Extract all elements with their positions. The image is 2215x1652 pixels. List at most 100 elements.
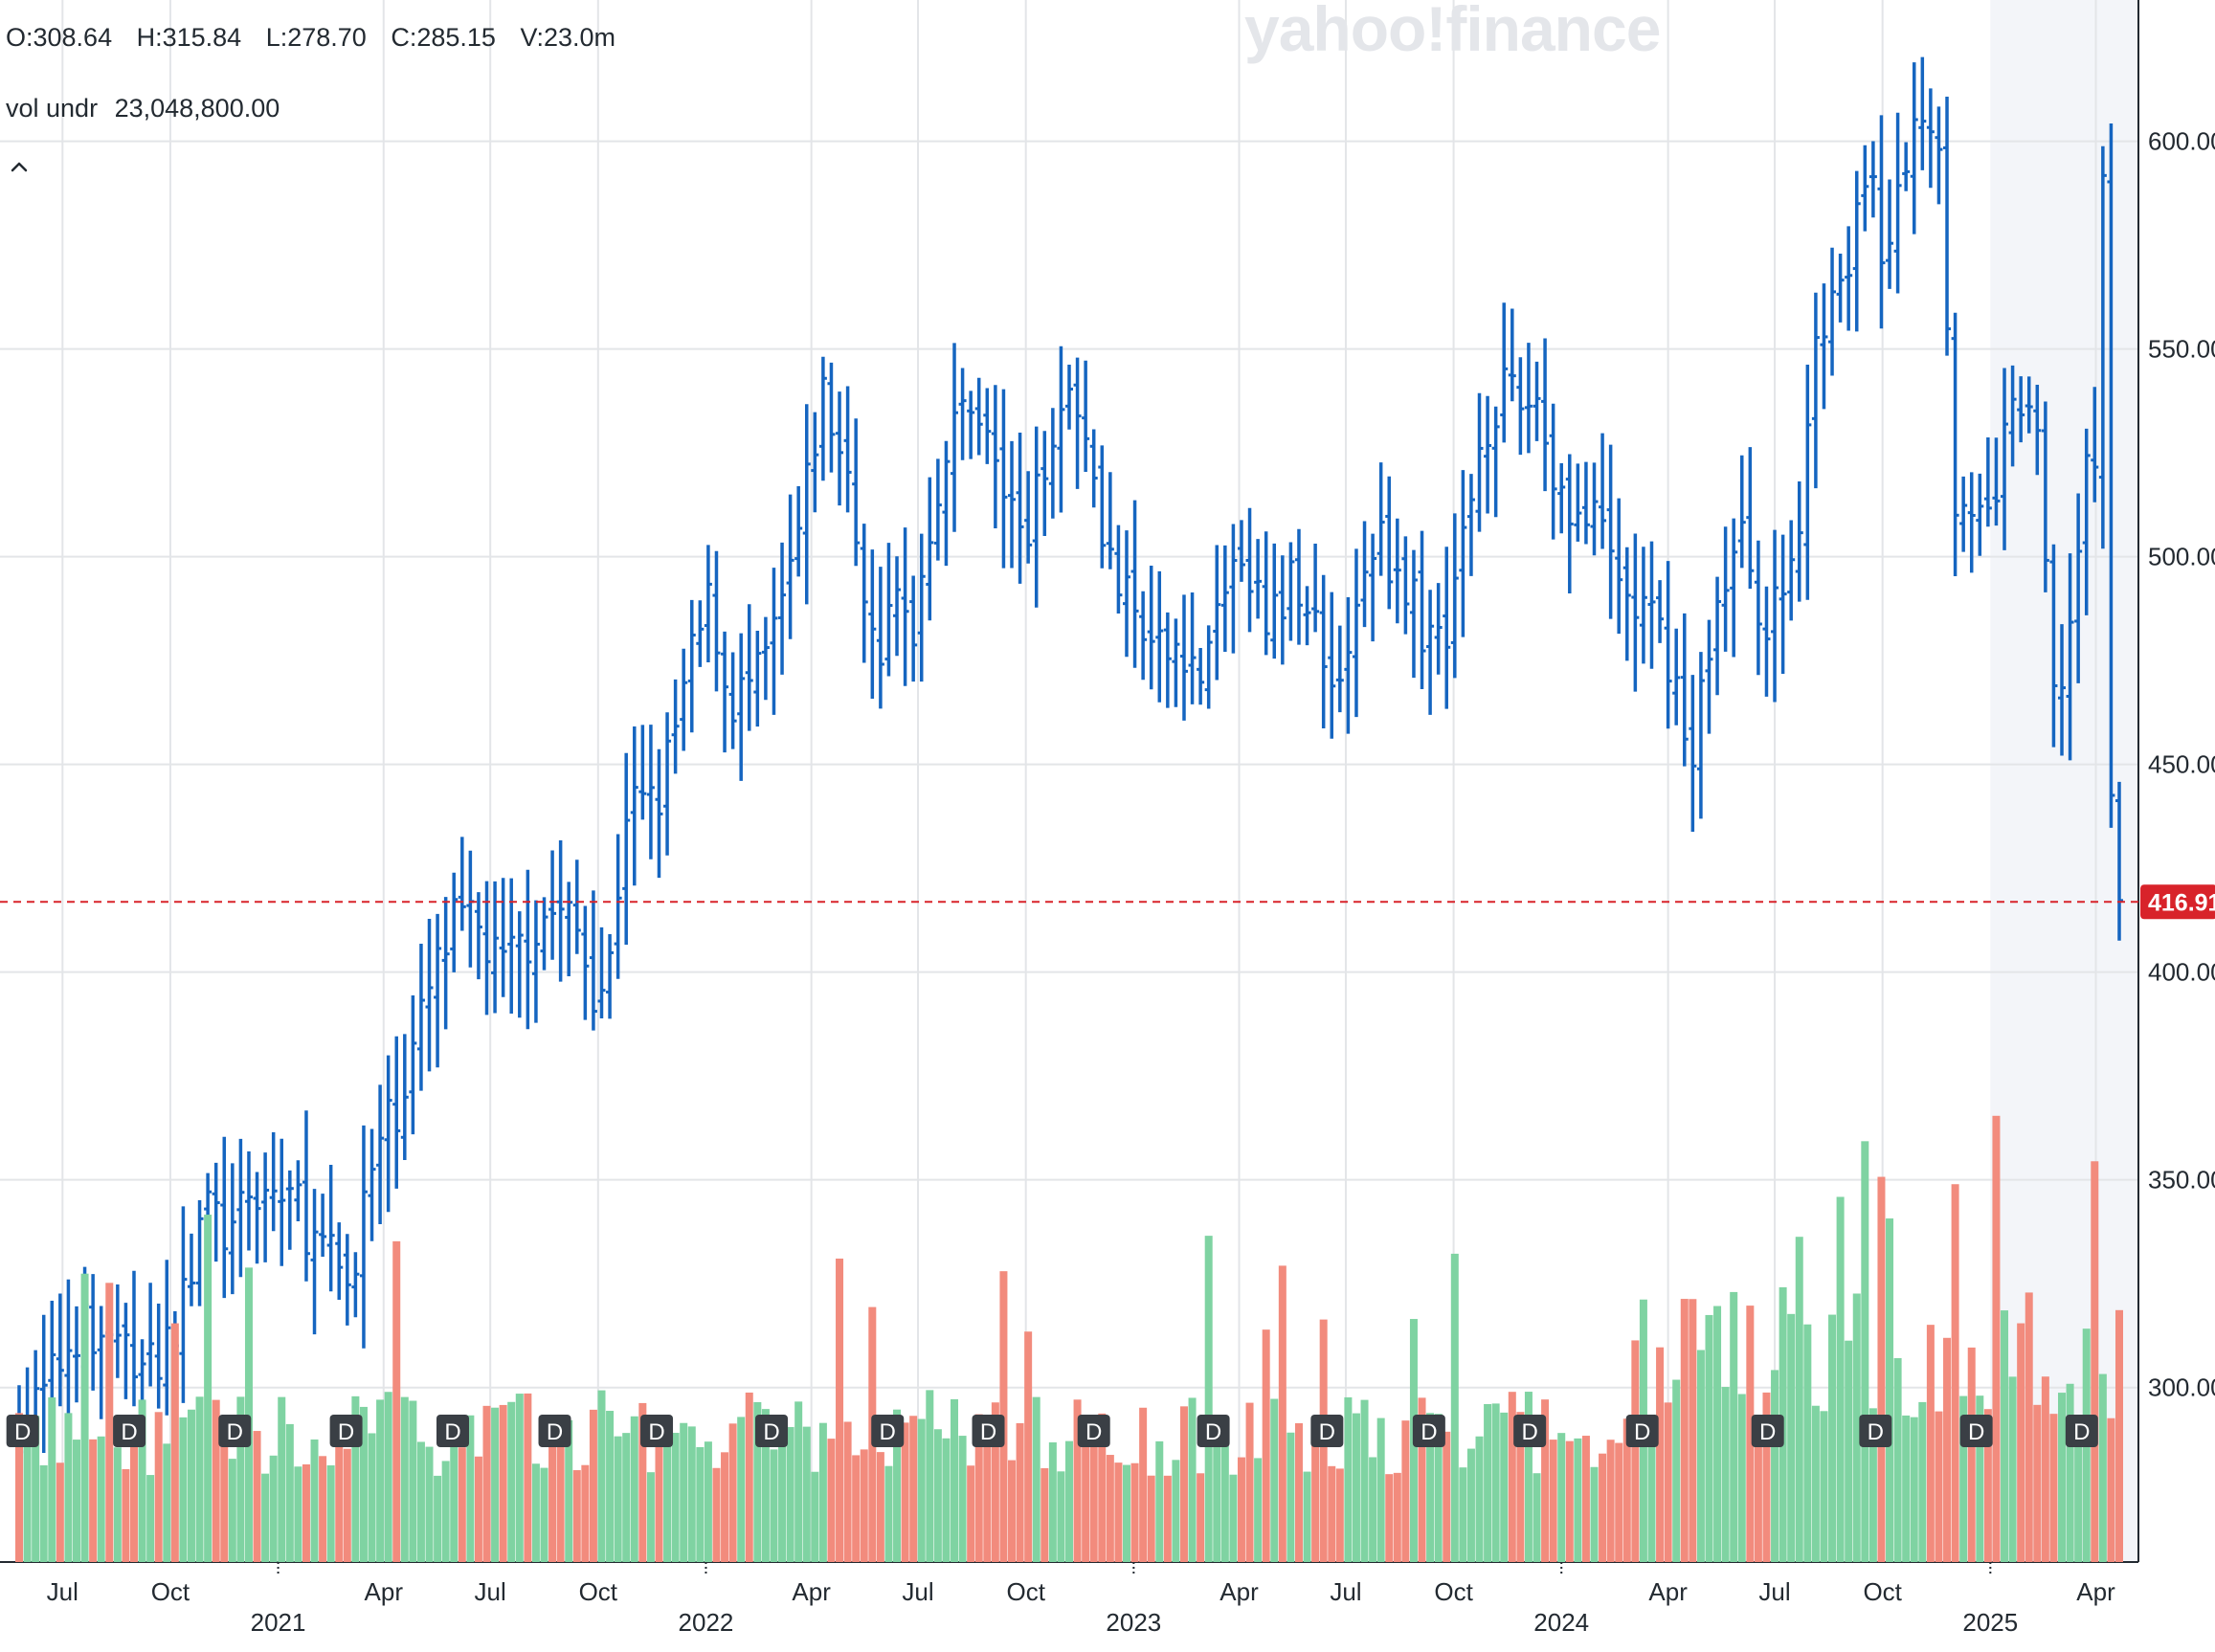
volume-bar bbox=[170, 1323, 179, 1562]
dividend-marker-box bbox=[871, 1415, 905, 1447]
price-tick-label: 550.00 bbox=[2148, 335, 2215, 364]
volume-bar bbox=[368, 1433, 376, 1562]
dividend-marker-label: D bbox=[880, 1419, 896, 1445]
dividend-marker-label: D bbox=[227, 1419, 243, 1445]
volume-bar bbox=[1139, 1407, 1148, 1562]
price-tick-label: 500.00 bbox=[2148, 543, 2215, 571]
volume-bar bbox=[48, 1396, 56, 1562]
volume-bar bbox=[901, 1422, 909, 1562]
dividend-marker[interactable]: D bbox=[436, 1415, 470, 1447]
volume-bar bbox=[1344, 1396, 1353, 1562]
volume-bar bbox=[269, 1455, 278, 1562]
volume-bar bbox=[1204, 1236, 1213, 1562]
dividend-marker[interactable]: D bbox=[6, 1415, 39, 1447]
volume-bar bbox=[770, 1449, 778, 1562]
dividend-marker-box bbox=[640, 1415, 674, 1447]
dividend-marker[interactable]: D bbox=[1412, 1415, 1445, 1447]
volume-bar bbox=[1147, 1475, 1155, 1562]
volume-bar bbox=[491, 1407, 500, 1562]
dividend-marker[interactable]: D bbox=[113, 1415, 146, 1447]
month-tick-label: Oct bbox=[1006, 1577, 1045, 1606]
volume-bar bbox=[228, 1459, 236, 1562]
dividend-marker[interactable]: D bbox=[640, 1415, 674, 1447]
volume-bar bbox=[1852, 1293, 1861, 1562]
volume-bar bbox=[1057, 1471, 1065, 1562]
month-tick-label: Oct bbox=[579, 1577, 618, 1606]
volume-bar bbox=[1114, 1462, 1123, 1562]
volume-bar bbox=[1229, 1474, 1238, 1562]
dividend-marker-box bbox=[1859, 1415, 1892, 1447]
dividend-marker[interactable]: D bbox=[871, 1415, 905, 1447]
volume-bar bbox=[1106, 1455, 1114, 1562]
volume-bar bbox=[1918, 1401, 1927, 1562]
volume-bar bbox=[1893, 1357, 1902, 1562]
dividend-marker[interactable]: D bbox=[1625, 1415, 1659, 1447]
collapse-legend-button[interactable] bbox=[6, 153, 33, 180]
volume-bar bbox=[1877, 1176, 1886, 1562]
volume-bar bbox=[1803, 1324, 1812, 1562]
volume-bar bbox=[72, 1440, 80, 1562]
dividend-marker-label: D bbox=[1085, 1419, 1102, 1445]
volume-bar bbox=[786, 1426, 794, 1562]
volume-bar bbox=[1615, 1442, 1623, 1562]
volume-bar bbox=[1680, 1299, 1689, 1562]
volume-bar bbox=[105, 1283, 114, 1562]
dividend-marker[interactable]: D bbox=[1513, 1415, 1547, 1447]
dividend-marker-label: D bbox=[1868, 1419, 1884, 1445]
dividend-marker[interactable]: D bbox=[1077, 1415, 1110, 1447]
volume-bar bbox=[1393, 1472, 1401, 1562]
volume-bar bbox=[1861, 1141, 1869, 1562]
dividend-marker[interactable]: D bbox=[1310, 1415, 1344, 1447]
volume-bar bbox=[179, 1417, 188, 1562]
dividend-marker[interactable]: D bbox=[1859, 1415, 1892, 1447]
dividend-marker[interactable]: D bbox=[538, 1415, 571, 1447]
volume-bar bbox=[261, 1473, 270, 1562]
volume-bar bbox=[531, 1463, 540, 1562]
volume-bar bbox=[1606, 1440, 1615, 1562]
volume-bar bbox=[524, 1393, 532, 1562]
dividend-marker-label: D bbox=[1634, 1419, 1650, 1445]
dividend-marker-label: D bbox=[1319, 1419, 1335, 1445]
year-tick-label: 2022 bbox=[679, 1608, 734, 1637]
month-tick-label: Jul bbox=[902, 1577, 933, 1606]
dividend-marker[interactable]: D bbox=[329, 1415, 363, 1447]
dividend-marker[interactable]: D bbox=[218, 1415, 252, 1447]
dividend-marker-box bbox=[1077, 1415, 1110, 1447]
volume-bar bbox=[1434, 1414, 1443, 1562]
volume-bar bbox=[343, 1448, 351, 1562]
volume-bar bbox=[1278, 1265, 1286, 1562]
volume-bar bbox=[712, 1467, 721, 1562]
month-tick-label: Jul bbox=[475, 1577, 506, 1606]
volume-bar bbox=[540, 1467, 548, 1562]
volume-bar bbox=[376, 1399, 385, 1562]
volume-bar bbox=[2001, 1310, 2009, 1562]
volume-bar bbox=[89, 1439, 98, 1562]
dividend-marker[interactable]: D bbox=[1197, 1415, 1230, 1447]
dividend-marker-label: D bbox=[1968, 1419, 1984, 1445]
dividend-marker[interactable]: D bbox=[755, 1415, 789, 1447]
volume-bar bbox=[917, 1418, 926, 1562]
volume-bar bbox=[622, 1433, 631, 1562]
volume-bar bbox=[39, 1464, 48, 1562]
volume-bar bbox=[926, 1390, 934, 1562]
dividend-marker[interactable]: D bbox=[2065, 1415, 2098, 1447]
volume-bar bbox=[278, 1396, 286, 1562]
dividend-marker[interactable]: D bbox=[972, 1415, 1005, 1447]
volume-bar bbox=[884, 1465, 893, 1562]
volume-bar bbox=[1524, 1392, 1533, 1562]
dividend-marker[interactable]: D bbox=[1751, 1415, 1784, 1447]
volume-bar bbox=[236, 1396, 245, 1562]
volume-bar bbox=[1172, 1460, 1180, 1562]
volume-bar bbox=[1976, 1395, 1984, 1562]
volume-bar bbox=[1401, 1420, 1410, 1562]
dividend-marker[interactable]: D bbox=[1959, 1415, 1993, 1447]
volume-bar bbox=[876, 1452, 884, 1562]
volume-bar bbox=[326, 1465, 335, 1562]
volume-bar bbox=[1902, 1415, 1911, 1562]
volume-bar bbox=[310, 1439, 319, 1562]
volume-bar bbox=[655, 1421, 663, 1562]
volume-bar bbox=[2017, 1323, 2025, 1562]
month-tick-label: Apr bbox=[1648, 1577, 1688, 1606]
